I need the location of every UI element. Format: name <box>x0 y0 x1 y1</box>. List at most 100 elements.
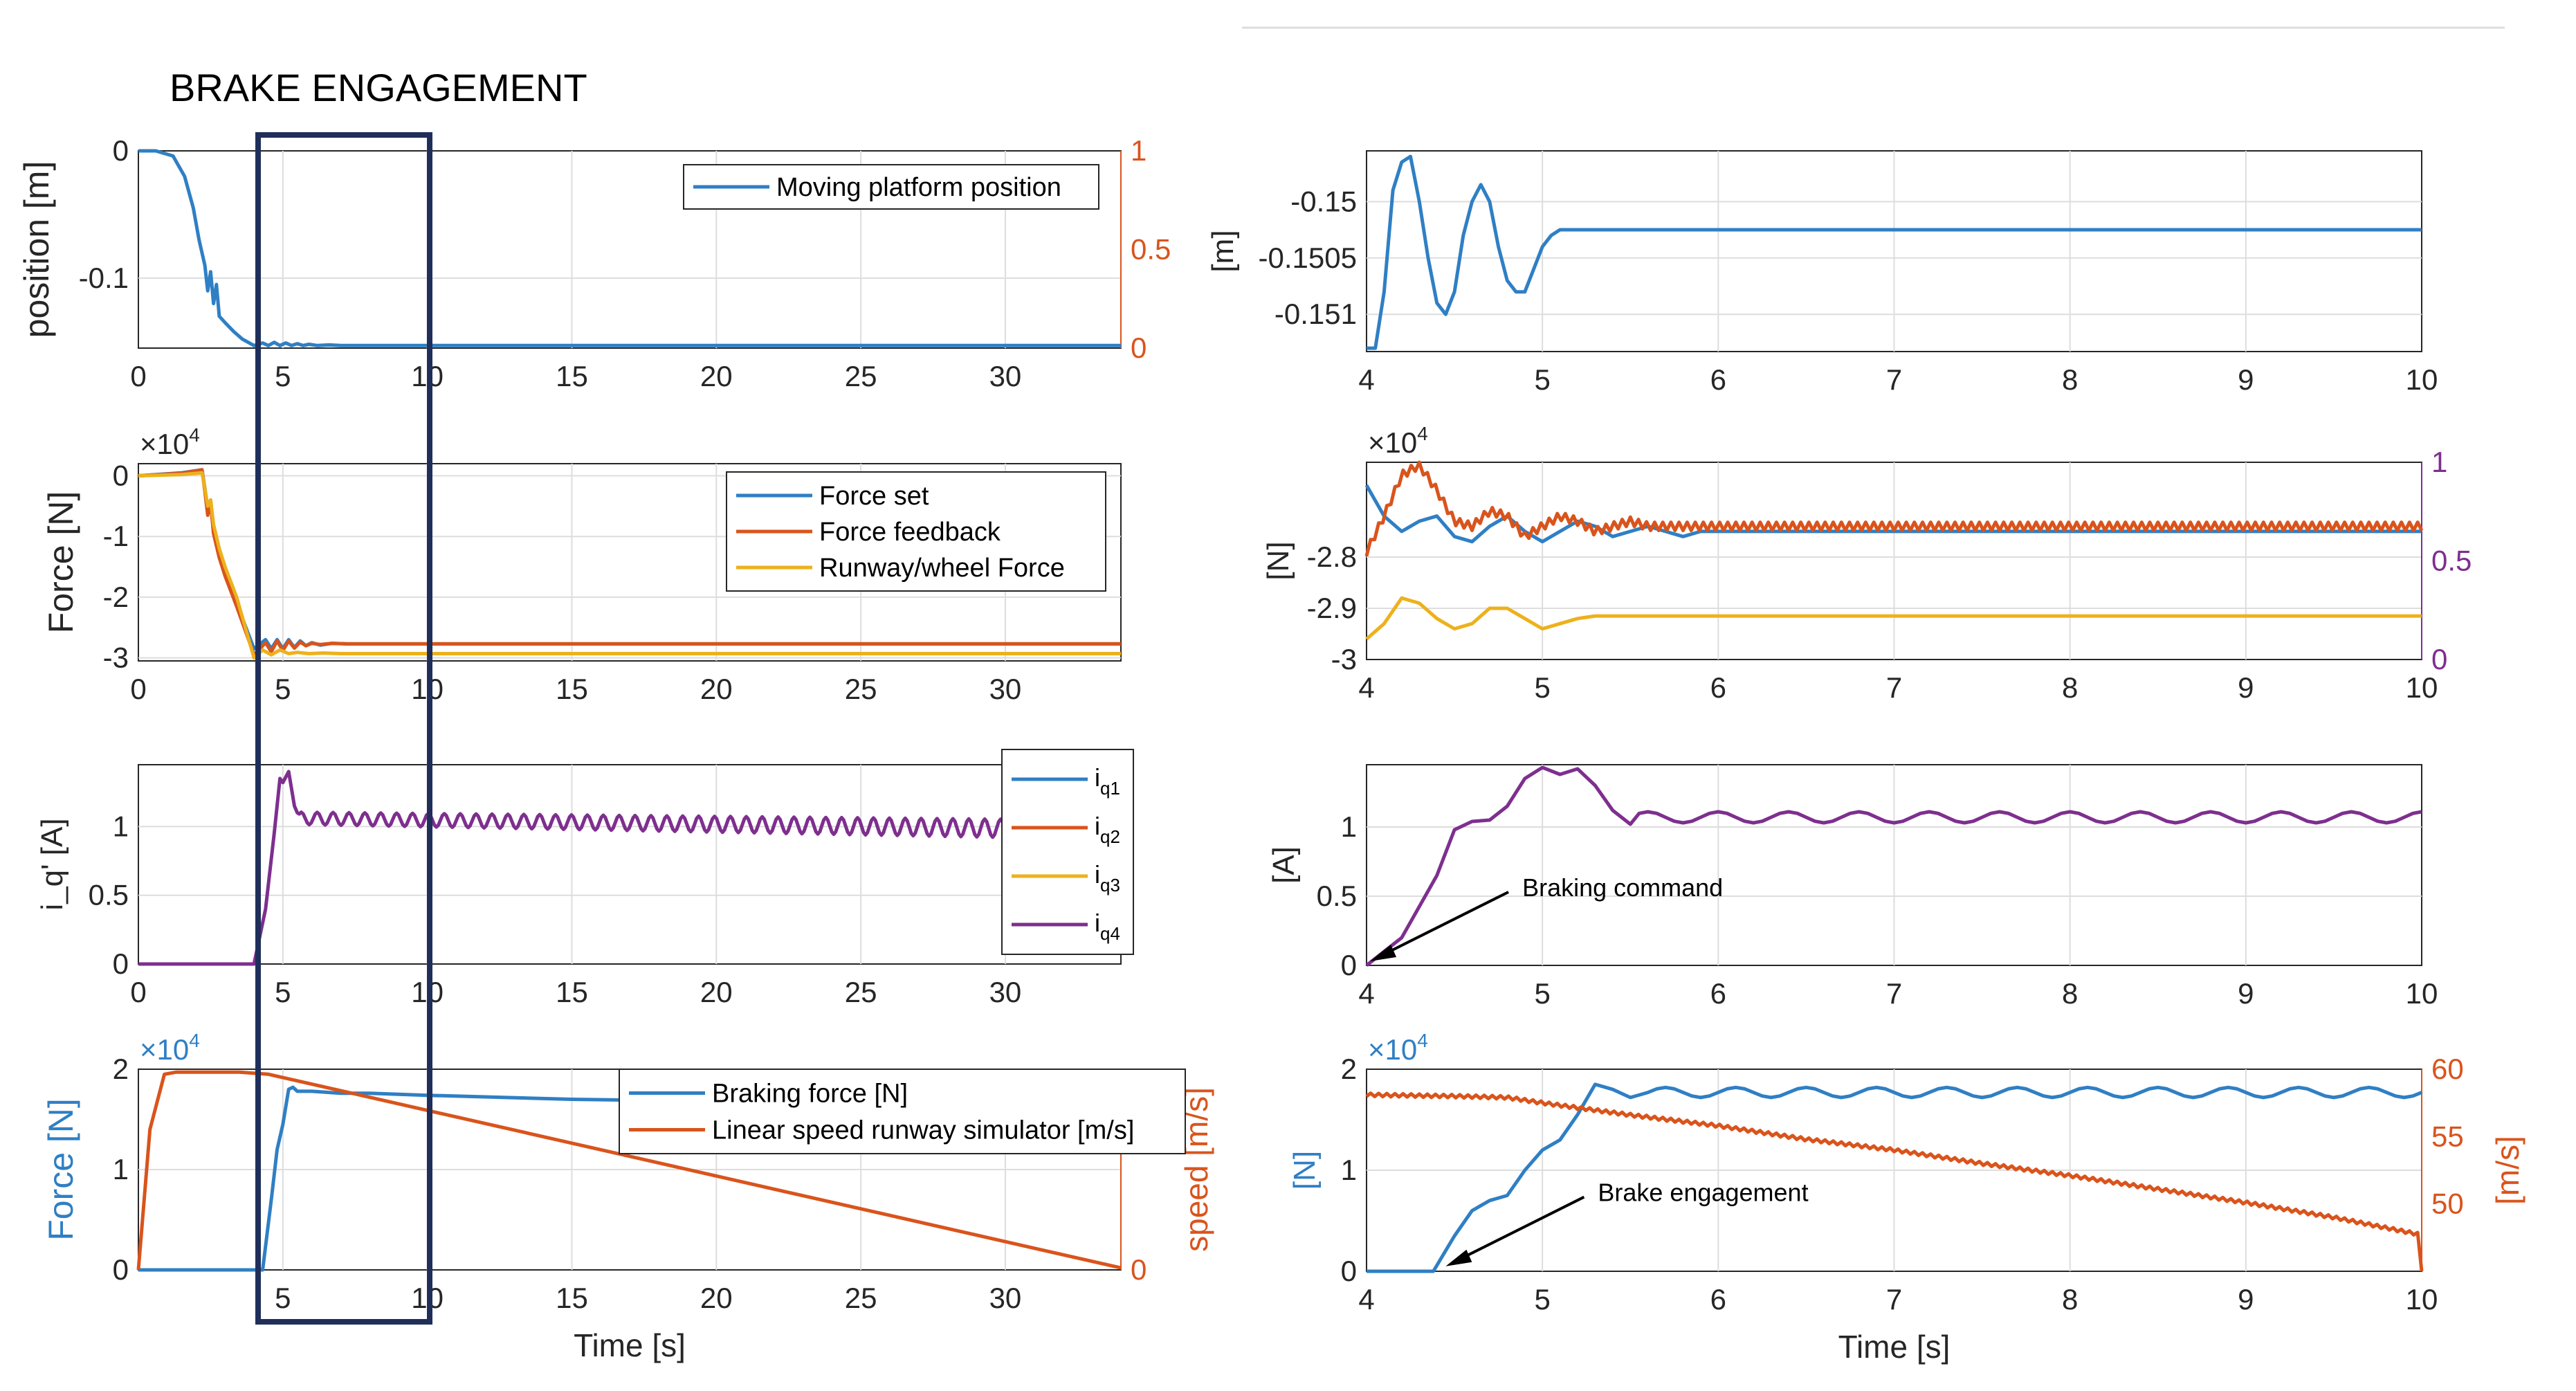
y-tick-label: 0 <box>113 1253 129 1286</box>
annotation-text: Brake engagement <box>1598 1179 1808 1207</box>
x-tick-label: 6 <box>1710 977 1726 1010</box>
x-tick-label: 25 <box>845 976 877 1008</box>
y-axis-label: [A] <box>1267 846 1301 884</box>
y-tick-label: -2.9 <box>1307 592 1357 624</box>
right-tick-label: 0.5 <box>1131 233 1171 266</box>
x-tick-label: 10 <box>2406 363 2438 396</box>
legend-entry: iq3 <box>1095 860 1120 895</box>
x-tick-label: 5 <box>1534 1283 1550 1316</box>
x-tick-label: 5 <box>275 976 291 1008</box>
x-tick-label: 5 <box>275 1282 291 1314</box>
series-line-moving-platform-position <box>1367 154 2422 350</box>
right-tick-label: 1 <box>1131 134 1147 167</box>
x-tick-label: 25 <box>845 1282 877 1314</box>
x-tick-label: 8 <box>2062 363 2078 396</box>
legend: iq1 iq2 iq3 iq4 <box>1001 749 1134 955</box>
y-tick-label: -2 <box>103 581 129 613</box>
legend: Force set Force feedback Runway/wheel Forc… <box>726 471 1106 592</box>
chart-r3: 4 5 6 7 8 9 10 0 0.5 1 [A] Braking command <box>1267 764 2438 1010</box>
y-tick-label: 0.5 <box>89 879 129 911</box>
x-tick-label: 6 <box>1710 1283 1726 1316</box>
legend-entry: Runway/wheel Force <box>819 554 1065 583</box>
y-axis-label: position [m] <box>17 161 56 338</box>
x-axis-label: Time [s] <box>1838 1329 1951 1365</box>
brake-engagement-highlight-box <box>255 132 432 1325</box>
series-line-i-q4 <box>1365 765 2422 967</box>
x-tick-label: 8 <box>2062 977 2078 1010</box>
series-line-force-feedback <box>1364 460 2424 557</box>
x-tick-label: 8 <box>2062 671 2078 704</box>
y-tick-label: 0 <box>113 947 129 980</box>
x-tick-label: 9 <box>2238 671 2254 704</box>
x-tick-label: 6 <box>1710 671 1726 704</box>
right-tick-label: 1 <box>2431 446 2447 478</box>
x-tick-label: 8 <box>2062 1283 2078 1316</box>
legend-entry: Linear speed runway simulator [m/s] <box>712 1116 1134 1145</box>
figure-title: BRAKE ENGAGEMENT <box>170 66 587 109</box>
series-line-runway-wheel-force <box>138 471 1121 660</box>
x-tick-label: 9 <box>2238 977 2254 1010</box>
y-tick-label: -3 <box>1331 643 1357 675</box>
chart-r1: 4 5 6 7 8 9 10 -0.15 -0.1505 -0.151 [m] <box>1206 150 2438 396</box>
x-tick-label: 5 <box>1534 671 1550 704</box>
y-tick-label: 1 <box>113 810 129 842</box>
x-tick-label: 30 <box>989 976 1022 1008</box>
series-line-linear-speed-runway-simulator-m-s- <box>136 1070 1122 1271</box>
y-tick-label: -1 <box>103 520 129 552</box>
x-tick-label: 7 <box>1886 1283 1902 1316</box>
y-axis-label: Force [N] <box>42 1098 80 1241</box>
x-tick-label: 0 <box>130 360 146 392</box>
x-tick-label: 5 <box>1534 363 1550 396</box>
x-tick-label: 4 <box>1358 1283 1374 1316</box>
legend-entry: Force feedback <box>819 518 1001 547</box>
y-axis-label: [m] <box>1206 230 1240 272</box>
y-tick-label: 1 <box>1341 1154 1357 1186</box>
x-tick-label: 15 <box>556 976 588 1008</box>
legend-entry: Moving platform position <box>776 173 1061 202</box>
series-line-linear-speed-runway-simulator-m-s- <box>1365 1091 2424 1272</box>
legend-box <box>619 1069 1186 1154</box>
y-tick-label: -3 <box>103 642 129 674</box>
right-tick-label: 0.5 <box>2431 545 2472 577</box>
right-tick-label: 60 <box>2431 1053 2464 1085</box>
x-tick-label: 25 <box>845 360 877 392</box>
chart-r2: 4 5 6 7 8 9 10-2.8-2.9-310.50×104[N] <box>1261 423 2472 704</box>
x-tick-label: 15 <box>556 673 588 705</box>
x-tick-label: 5 <box>275 360 291 392</box>
y-tick-label: 0.5 <box>1317 880 1357 912</box>
legend-entry: iq1 <box>1095 763 1120 799</box>
y-tick-label: 1 <box>1341 810 1357 843</box>
x-tick-label: 5 <box>1534 977 1550 1010</box>
x-tick-label: 20 <box>700 1282 733 1314</box>
x-tick-label: 15 <box>556 1282 588 1314</box>
right-tick-label: 0 <box>1131 331 1147 364</box>
y-tick-label: 2 <box>1341 1053 1357 1085</box>
x-tick-label: 30 <box>989 1282 1022 1314</box>
series-line-force-set <box>1364 484 2422 544</box>
series-line-runway-wheel-force <box>1365 596 2422 641</box>
legend-entry: Braking force [N] <box>712 1080 908 1109</box>
x-tick-label: 20 <box>700 360 733 392</box>
x-tick-label: 5 <box>275 673 291 705</box>
x-tick-label: 20 <box>700 976 733 1008</box>
x-tick-label: 4 <box>1358 363 1374 396</box>
x-tick-label: 10 <box>2406 671 2438 704</box>
y-tick-label: -0.151 <box>1275 298 1357 330</box>
y-tick-label: 0 <box>113 460 129 492</box>
x-tick-label: 0 <box>130 673 146 705</box>
right-tick-label: 0 <box>1131 1253 1147 1286</box>
x-tick-label: 30 <box>989 360 1022 392</box>
y-axis-label: i_q' [A] <box>35 818 69 910</box>
x-tick-label: 15 <box>556 360 588 392</box>
y-tick-label: 0 <box>1341 1255 1357 1287</box>
x-tick-label: 30 <box>989 673 1022 705</box>
legend-entry: iq2 <box>1095 812 1120 847</box>
annotation-arrow <box>1454 1195 1585 1263</box>
x-tick-label: 7 <box>1886 363 1902 396</box>
series-line-force-feedback <box>138 468 1121 657</box>
right-tick-label: 55 <box>2431 1120 2464 1152</box>
